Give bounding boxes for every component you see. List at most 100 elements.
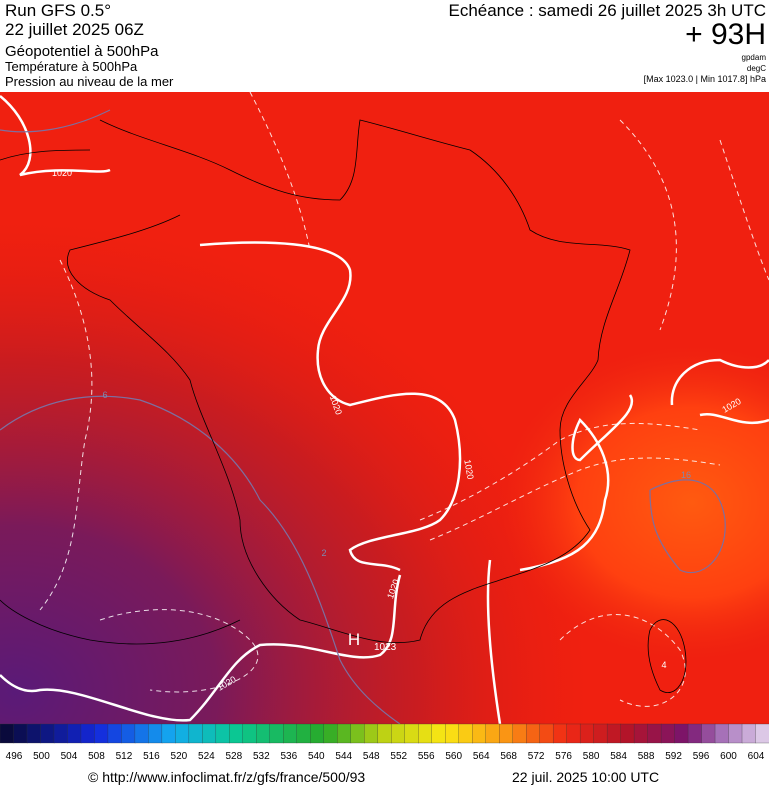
colorbar-cell — [350, 723, 365, 744]
colorbar-cell — [728, 723, 743, 744]
colorbar-cell — [215, 723, 231, 744]
colorbar-tick-label: 560 — [445, 751, 462, 762]
colorbar-cell — [26, 723, 42, 744]
colorbar-cell — [593, 723, 608, 744]
colorbar-cell — [256, 723, 271, 744]
colorbar-tick-label: 508 — [88, 751, 105, 762]
colorbar-cell — [269, 723, 284, 744]
lead-time: + 93H — [685, 18, 766, 51]
colorbar-tick-label: 496 — [6, 751, 23, 762]
colorbar-cell — [53, 723, 69, 744]
colorbar-cell — [431, 723, 446, 744]
colorbar-tick-label: 556 — [418, 751, 435, 762]
colorbar-cell — [229, 723, 244, 744]
colorbar-tick-label: 580 — [583, 751, 600, 762]
colorbar-tick-label: 596 — [693, 751, 710, 762]
colorbar-cell — [539, 723, 554, 744]
colorbar-tick-label: 568 — [500, 751, 517, 762]
colorbar-tick-label: 552 — [390, 751, 407, 762]
isotherms — [39, 91, 769, 707]
colorbar-cell — [418, 723, 433, 744]
colorbar-tick-label: 540 — [308, 751, 325, 762]
colorbar-tick-label: 532 — [253, 751, 270, 762]
colorbar-cell — [512, 723, 527, 744]
temperature-lines — [0, 109, 726, 725]
colorbar-cell — [714, 723, 730, 744]
colorbar-cell — [0, 723, 15, 744]
colorbar-cell — [121, 723, 136, 744]
contour-label: 6 — [102, 390, 107, 400]
colorbar-cell — [391, 723, 406, 744]
field-title: Température à 500hPa — [5, 59, 138, 74]
colorbar-cell — [296, 723, 311, 744]
field-title: Géopotentiel à 500hPa — [5, 43, 159, 60]
contour-label: 16 — [681, 470, 691, 480]
colorbar-cell — [67, 723, 82, 744]
colorbar-cell — [526, 723, 541, 744]
colorbar-cell — [647, 723, 662, 744]
contour-label: 1020 — [52, 168, 72, 178]
colorbar-cell — [633, 723, 649, 744]
colorbar-cell — [283, 723, 298, 744]
colorbar-cell — [620, 723, 635, 744]
unit: degC — [747, 64, 766, 73]
colorbar-cell — [13, 723, 28, 744]
colorbar-cell — [552, 723, 568, 744]
colorbar-cell — [701, 723, 716, 744]
contour-label: 2 — [321, 548, 326, 558]
contour-label: 1020 — [462, 459, 475, 480]
contour-label: 1023 — [374, 642, 397, 653]
colorbar-cell — [741, 723, 757, 744]
colorbar-tick-label: 544 — [335, 751, 352, 762]
colorbar-cell — [755, 723, 769, 744]
colorbar-cell — [337, 723, 352, 744]
colorbar-cell — [148, 723, 163, 744]
colorbar-cell — [687, 723, 703, 744]
colorbar-cell — [377, 723, 392, 744]
forecast-time: Echéance : samedi 26 juillet 2025 3h UTC — [448, 1, 766, 20]
source-url: © http://www.infoclimat.fr/z/gfs/france/… — [88, 769, 365, 785]
colorbar: 496 500 504 508 512 516 520 524 528 532 536 540 544 5… — [0, 723, 769, 762]
colorbar-cell — [107, 723, 123, 744]
colorbar-tick-label: 524 — [198, 751, 215, 762]
colorbar-cell — [175, 723, 190, 744]
colorbar-tick-label: 548 — [363, 751, 380, 762]
colorbar-tick-label: 572 — [528, 751, 545, 762]
pressure-range: [Max 1023.0 | Min 1017.8] hPa — [644, 74, 766, 84]
colorbar-tick-label: 520 — [171, 751, 188, 762]
run-label: Run GFS 0.5° — [5, 1, 111, 20]
colorbar-cell — [472, 723, 487, 744]
colorbar-cell — [161, 723, 177, 744]
unit: gpdam — [742, 53, 767, 62]
colorbar-cell — [579, 723, 595, 744]
contour-label: 4 — [661, 660, 666, 670]
colorbar-cell — [458, 723, 473, 744]
colorbar-cell — [202, 723, 217, 744]
colorbar-cell — [364, 723, 379, 744]
colorbar-tick-label: 500 — [33, 751, 50, 762]
colorbar-tick-label: 536 — [280, 751, 297, 762]
run-date: 22 juillet 2025 06Z — [5, 20, 144, 39]
isobars — [0, 95, 769, 725]
colorbar-tick-label: 588 — [638, 751, 655, 762]
contour-label: H — [348, 630, 360, 649]
colorbar-cell — [660, 723, 676, 744]
colorbar-cell — [499, 723, 514, 744]
borders — [0, 119, 687, 693]
colorbar-tick-label: 604 — [748, 751, 765, 762]
colorbar-cell — [404, 723, 419, 744]
colorbar-tick-label: 592 — [665, 751, 682, 762]
colorbar-cell — [566, 723, 581, 744]
map-area — [0, 91, 769, 725]
colorbar-cell — [323, 723, 338, 744]
colorbar-tick-label: 576 — [555, 751, 572, 762]
colorbar-cell — [485, 723, 500, 744]
colorbar-tick-label: 512 — [116, 751, 133, 762]
colorbar-cell — [310, 723, 325, 744]
colorbar-cell — [80, 723, 96, 744]
field-title: Pression au niveau de la mer — [5, 74, 174, 89]
colorbar-cell — [242, 723, 257, 744]
colorbar-cell — [40, 723, 55, 744]
